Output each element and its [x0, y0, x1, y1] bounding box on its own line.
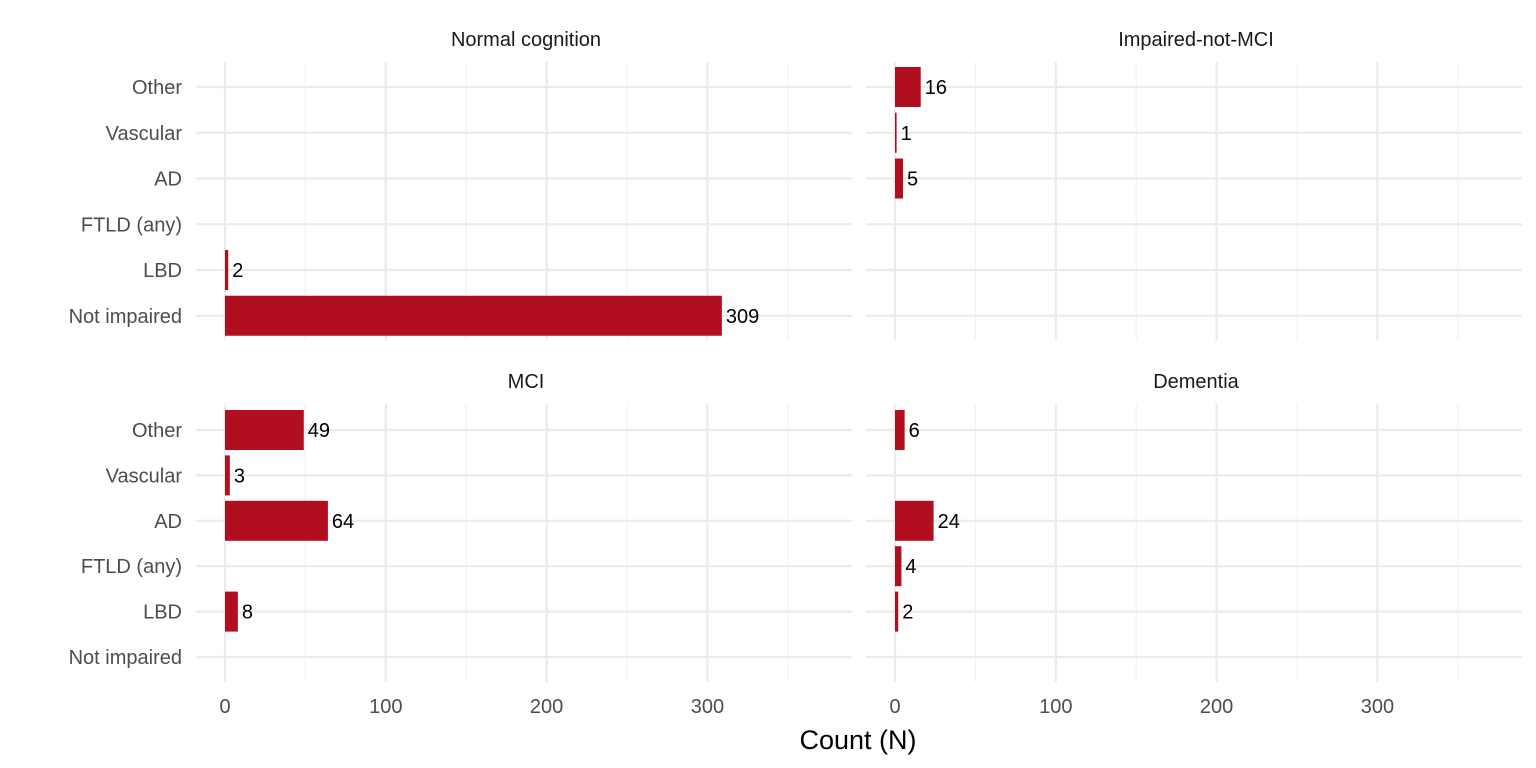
bar: [895, 546, 902, 587]
bar: [225, 410, 304, 450]
panel-title: Dementia: [1153, 371, 1239, 393]
bar: [225, 250, 229, 290]
category-label: Not impaired: [69, 306, 182, 328]
category-label: LBD: [143, 602, 182, 624]
bar-value-label: 6: [909, 420, 920, 442]
bar: [895, 500, 934, 541]
facet-panel: Impaired-not-MCI 16 1 5: [866, 29, 1522, 340]
panels-layer: Normal cognition Other Vascular AD FTLD (any…: [69, 29, 1522, 718]
bar-value-label: 16: [925, 77, 947, 99]
category-label: Not impaired: [69, 647, 182, 669]
x-tick-label: 0: [889, 696, 900, 718]
category-label: FTLD (any): [81, 556, 182, 578]
x-tick-label: 100: [369, 696, 402, 718]
category-label: Vascular: [106, 123, 183, 145]
facet-panel: MCI Other Vascular AD FTLD (any) LBD Not impai…: [69, 371, 852, 718]
x-tick-label: 200: [1200, 696, 1233, 718]
bar-value-label: 8: [242, 602, 253, 624]
bar-value-label: 2: [232, 260, 243, 282]
category-label: LBD: [143, 260, 182, 282]
bar-value-label: 2: [902, 602, 913, 624]
bar: [895, 158, 904, 199]
x-tick-label: 100: [1039, 696, 1072, 718]
bar-value-label: 49: [308, 420, 330, 442]
category-label: AD: [154, 169, 182, 191]
x-tick-label: 300: [1361, 696, 1394, 718]
bar: [895, 410, 905, 450]
category-label: Other: [132, 77, 182, 99]
category-label: Vascular: [106, 465, 183, 487]
bar: [895, 67, 921, 107]
bar: [225, 295, 722, 336]
panel-title: Impaired-not-MCI: [1118, 29, 1274, 51]
bar: [225, 500, 328, 541]
bar-value-label: 64: [332, 511, 354, 533]
x-tick-label: 300: [691, 696, 724, 718]
bar: [895, 591, 899, 632]
bar: [225, 591, 238, 632]
category-label: FTLD (any): [81, 214, 182, 236]
bar: [895, 112, 897, 153]
bar-value-label: 309: [726, 306, 759, 328]
panel-title: Normal cognition: [451, 29, 601, 51]
facet-panel: Normal cognition Other Vascular AD FTLD (any…: [69, 29, 852, 340]
bar-value-label: 4: [905, 556, 916, 578]
panel-title: MCI: [508, 371, 545, 393]
bar-value-label: 3: [234, 465, 245, 487]
x-tick-label: 0: [219, 696, 230, 718]
bar-value-label: 5: [907, 169, 918, 191]
bar: [225, 455, 230, 496]
bar-value-label: 24: [938, 511, 960, 533]
x-axis-title: Count (N): [799, 725, 916, 755]
category-label: Other: [132, 420, 182, 442]
category-label: AD: [154, 511, 182, 533]
x-tick-label: 200: [530, 696, 563, 718]
bar-value-label: 1: [901, 123, 912, 145]
